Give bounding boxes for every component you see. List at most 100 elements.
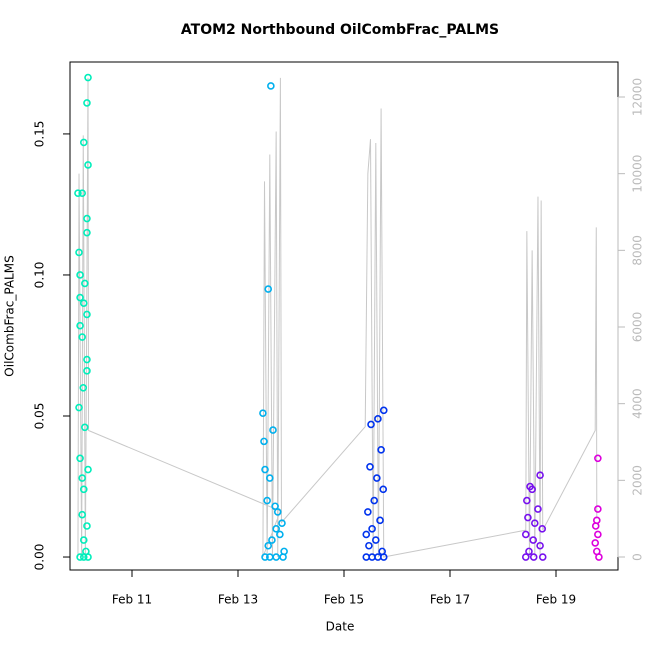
data-point	[269, 426, 277, 434]
y2-tick-label: 12000	[631, 78, 645, 116]
data-point	[79, 138, 88, 147]
x-axis-label: Date	[326, 620, 355, 634]
y2-tick-label: 8000	[631, 235, 645, 266]
y-tick-label: 0.00	[33, 544, 47, 571]
data-point	[525, 547, 533, 556]
data-point	[81, 279, 89, 288]
data-point	[74, 189, 82, 197]
data-point	[529, 536, 538, 544]
data-point	[276, 530, 284, 539]
data-point	[538, 553, 547, 561]
data-point	[76, 553, 84, 561]
data-point	[367, 420, 375, 429]
data-point	[524, 513, 532, 522]
data-point	[83, 522, 91, 530]
data-point	[266, 474, 274, 482]
data-point	[78, 510, 86, 519]
x-tick-label: Feb 11	[112, 593, 152, 607]
y-tick-label: 0.10	[33, 262, 47, 289]
data-point	[76, 321, 84, 330]
data-point	[370, 496, 379, 505]
data-point	[521, 530, 530, 539]
data-point	[273, 508, 282, 516]
data-point	[368, 525, 376, 533]
data-point	[272, 553, 280, 561]
data-point	[264, 285, 273, 293]
y2-tick-label: 2000	[631, 465, 645, 496]
data-point	[373, 474, 381, 482]
data-point	[76, 454, 84, 463]
data-point	[261, 465, 269, 474]
data-point	[83, 99, 91, 107]
data-point	[529, 553, 538, 561]
data-point	[76, 293, 84, 302]
y2-tick-label: 4000	[631, 388, 645, 419]
data-point	[83, 367, 91, 375]
data-point	[84, 73, 92, 82]
data-point	[260, 437, 268, 446]
data-point	[279, 553, 287, 561]
data-point	[595, 553, 603, 561]
data-point	[534, 505, 542, 513]
data-point	[79, 485, 88, 494]
y2-tick-label: 0	[631, 553, 645, 561]
data-point	[84, 465, 92, 474]
data-point	[362, 530, 371, 539]
data-point	[79, 383, 88, 392]
data-point	[264, 541, 273, 550]
data-point	[267, 82, 275, 90]
data-point	[379, 553, 388, 561]
data-point	[377, 446, 385, 454]
chart-title: ATOM2 Northbound OilCombFrac_PALMS	[181, 22, 499, 38]
data-point	[78, 474, 86, 482]
data-point	[379, 406, 388, 415]
data-point	[379, 485, 388, 494]
data-point	[268, 536, 276, 544]
data-point	[374, 415, 382, 423]
data-point	[75, 248, 83, 257]
altitude-line	[77, 77, 598, 558]
data-point	[528, 485, 536, 494]
data-point	[79, 299, 88, 307]
data-point	[78, 333, 86, 341]
data-point	[364, 508, 372, 516]
data-point	[261, 553, 269, 561]
data-point	[75, 403, 83, 412]
data-point	[83, 355, 91, 364]
data-point	[278, 519, 286, 527]
y2-tick-label: 10000	[631, 155, 645, 193]
data-point	[594, 454, 602, 463]
data-point	[530, 519, 539, 527]
data-point	[536, 471, 544, 480]
data-point	[79, 553, 88, 561]
data-point	[538, 525, 547, 533]
data-point	[78, 189, 86, 197]
data-point	[591, 539, 600, 547]
data-point	[366, 462, 374, 471]
x-tick-label: Feb 19	[536, 593, 576, 607]
data-point	[591, 522, 600, 530]
x-tick-label: Feb 17	[430, 593, 470, 607]
y-axis-label: OilCombFrac_PALMS	[3, 255, 17, 376]
x-tick-label: Feb 13	[218, 593, 258, 607]
data-point	[521, 553, 530, 561]
data-point	[594, 505, 602, 513]
y-tick-label: 0.05	[33, 403, 47, 430]
data-point	[365, 541, 373, 550]
data-point	[83, 310, 91, 319]
data-point	[81, 423, 89, 432]
data-point	[371, 536, 380, 544]
data-point	[376, 516, 384, 525]
y2-tick-label: 6000	[631, 312, 645, 343]
data-point	[523, 496, 531, 505]
data-point	[84, 553, 92, 561]
data-point	[83, 214, 91, 223]
data-point	[259, 409, 267, 417]
data-point	[594, 530, 602, 539]
data-point	[83, 228, 91, 237]
data-point	[536, 541, 544, 550]
data-point	[84, 161, 92, 169]
data-point	[76, 271, 84, 279]
